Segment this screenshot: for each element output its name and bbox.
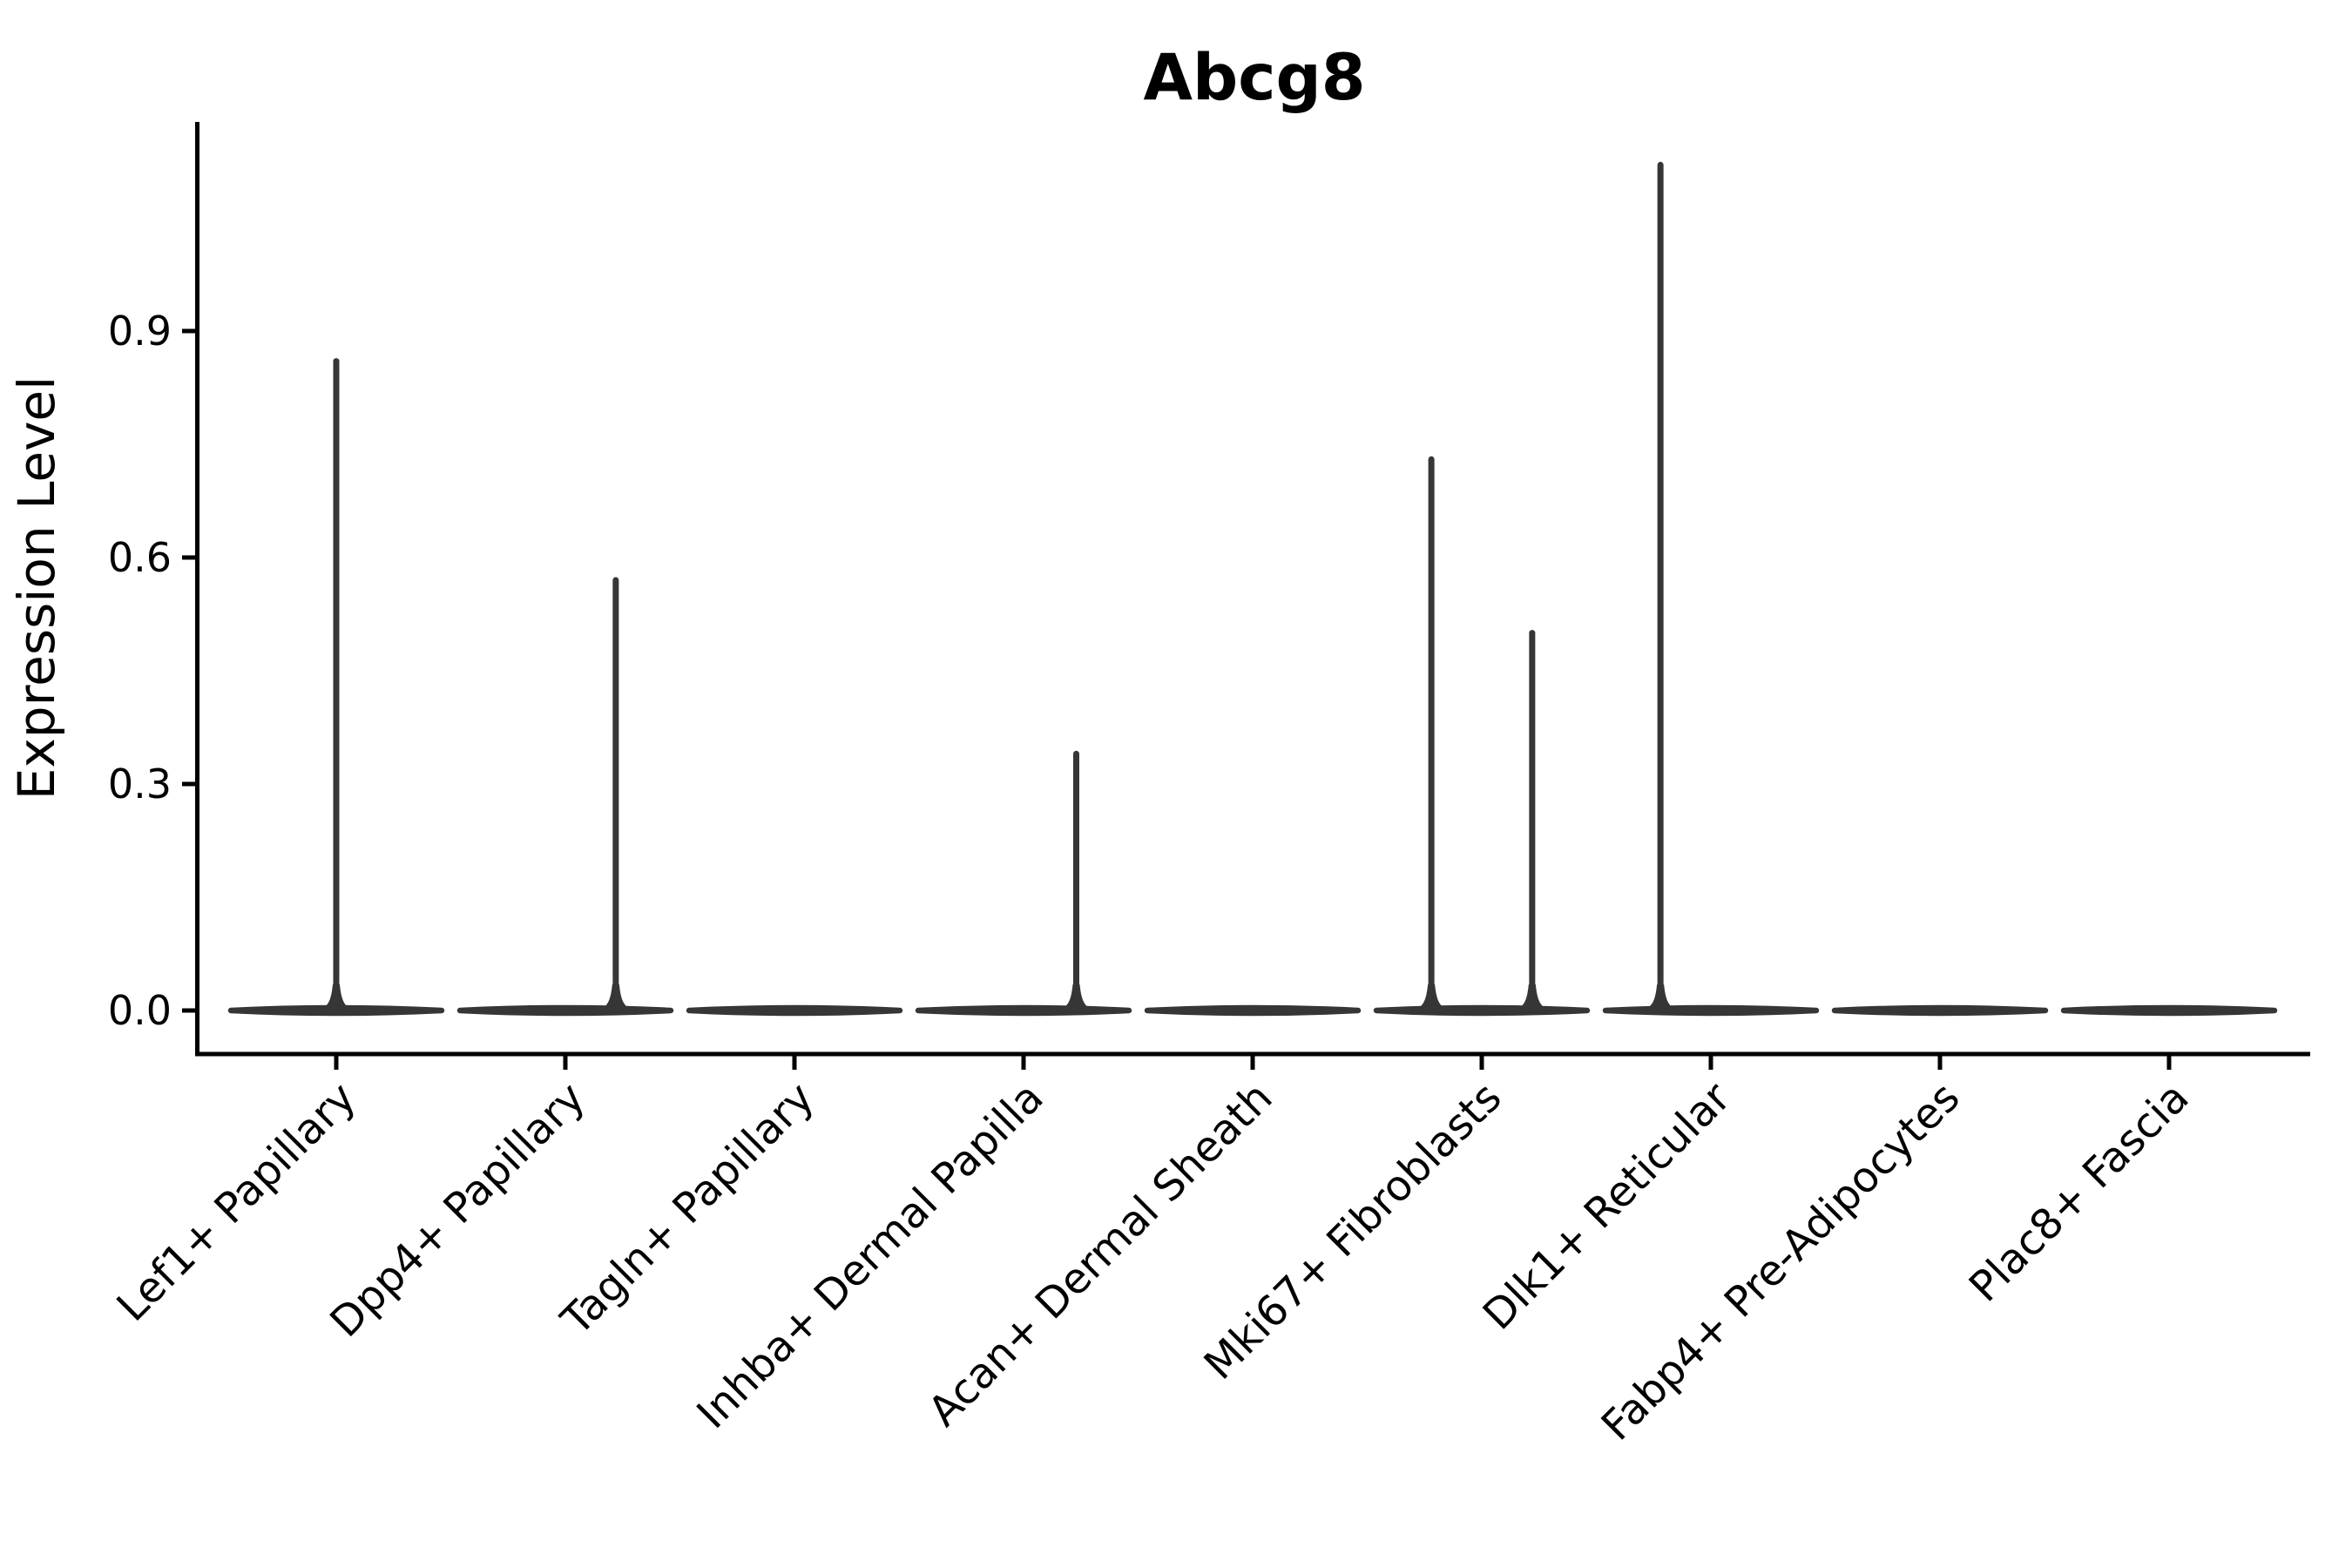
violin-inhba-dermal-papilla xyxy=(915,750,1132,1017)
violin-dpp4-papillary xyxy=(456,577,674,1017)
violin-body xyxy=(1602,1004,1820,1017)
violin-body xyxy=(2060,1004,2278,1017)
violin-body xyxy=(456,1004,674,1017)
y-tick-label: 0.6 xyxy=(108,534,172,581)
violin-acan-dermal-sheath xyxy=(1144,1004,1362,1017)
violin-plac8-fascia xyxy=(2060,1004,2278,1017)
x-category-label: Dpp4+ Papillary xyxy=(321,1073,594,1347)
x-category-label: Tagln+ Papillary xyxy=(551,1073,823,1345)
x-category-label: Dlk1+ Reticular xyxy=(1474,1073,1740,1340)
violin-dlk1-reticular xyxy=(1602,161,1820,1017)
y-tick-label: 0.0 xyxy=(108,987,172,1034)
chart-title: Abcg8 xyxy=(1143,41,1365,115)
violin-mki67-fibroblasts xyxy=(1373,456,1591,1017)
violin-body xyxy=(1144,1004,1362,1017)
violin-body xyxy=(915,1004,1132,1017)
x-category-label: Plac8+ Fascia xyxy=(1960,1073,2199,1312)
y-tick-label: 0.3 xyxy=(108,760,172,808)
violin-body xyxy=(1373,1004,1591,1017)
axes-layer xyxy=(182,122,2310,1070)
violin-lef1-papillary xyxy=(227,358,445,1017)
violin-tagln-papillary xyxy=(686,1004,903,1017)
violin-body xyxy=(686,1004,903,1017)
violins-layer xyxy=(227,161,2278,1017)
y-axis-title: Expression Level xyxy=(7,376,66,800)
x-category-label: Lef1+ Papillary xyxy=(108,1073,366,1331)
violin-body xyxy=(1831,1004,2049,1017)
violin-fabp4-pre-adipocytes xyxy=(1831,1004,2049,1017)
y-tick-label: 0.9 xyxy=(108,308,172,355)
